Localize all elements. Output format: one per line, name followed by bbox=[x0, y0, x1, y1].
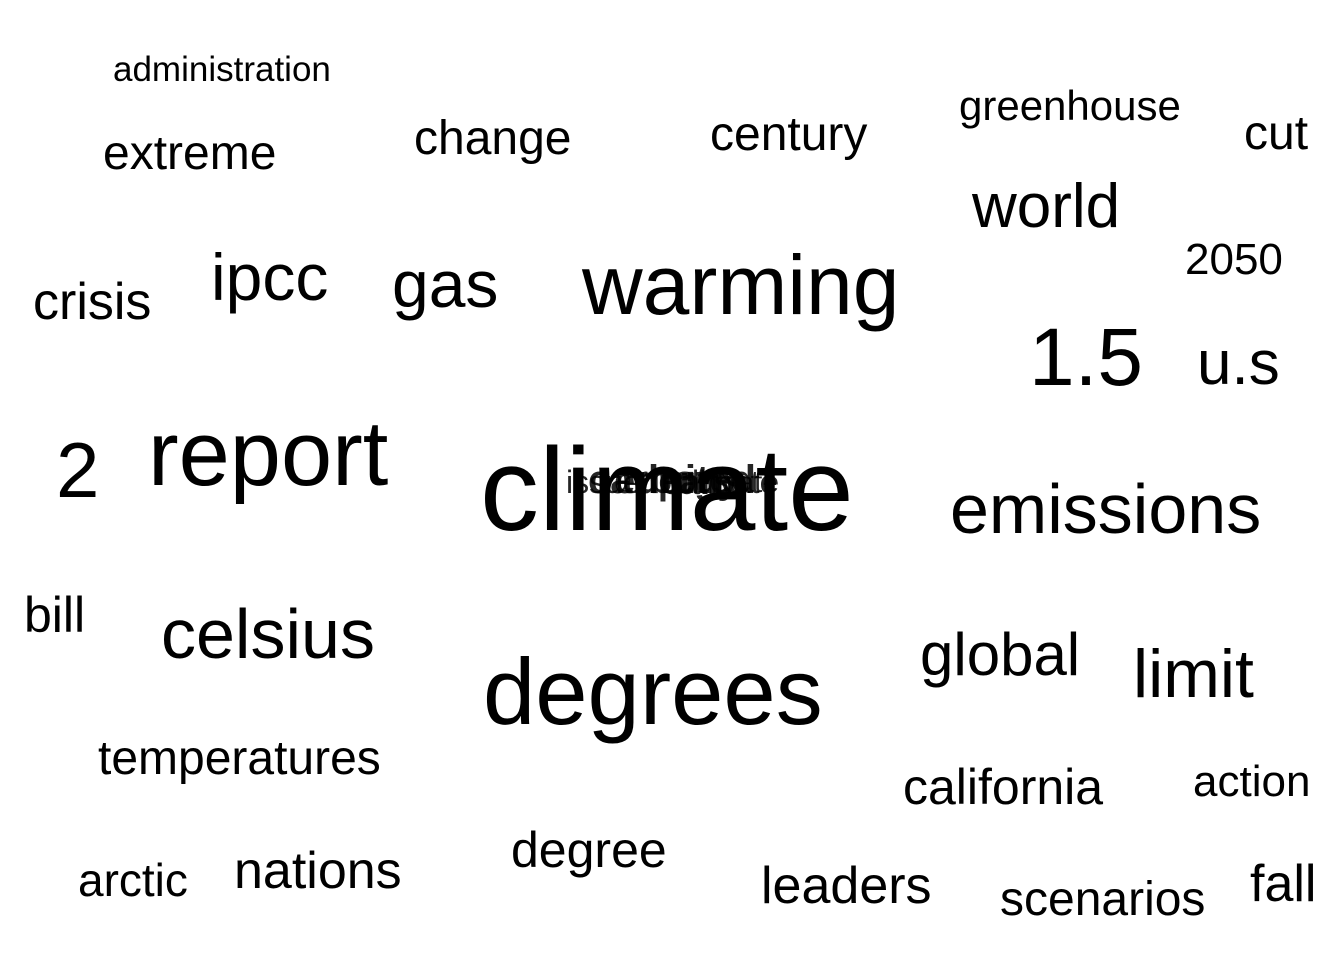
word-2050: 2050 bbox=[1185, 235, 1283, 284]
word-1.5: 1.5 bbox=[1029, 312, 1143, 403]
word-california: california bbox=[903, 759, 1104, 815]
word-century: century bbox=[710, 108, 868, 161]
word-climate: climate bbox=[480, 424, 854, 556]
word-scenarios: scenarios bbox=[1000, 873, 1206, 926]
word-warming: warming bbox=[582, 238, 900, 332]
cluster-word-united: united bbox=[636, 458, 756, 502]
word-u.s: u.s bbox=[1197, 329, 1280, 398]
word-ipcc: ipcc bbox=[211, 240, 329, 314]
word-global: global bbox=[920, 621, 1081, 688]
cluster-word-paris: paris bbox=[658, 461, 745, 502]
word-celsius: celsius bbox=[161, 595, 375, 673]
word-greenhouse: greenhouse bbox=[959, 82, 1181, 129]
word-gas: gas bbox=[392, 247, 499, 321]
word-cut: cut bbox=[1244, 107, 1309, 160]
cluster-word-climate: climate bbox=[676, 464, 778, 500]
word-arctic: arctic bbox=[78, 854, 188, 906]
word-action: action bbox=[1193, 757, 1311, 806]
word-world: world bbox=[972, 172, 1121, 241]
word-crisis: crisis bbox=[33, 273, 152, 331]
word-extreme: extreme bbox=[103, 127, 277, 180]
word-2: 2 bbox=[56, 426, 100, 514]
cluster-word-energy: energy bbox=[614, 460, 739, 502]
word-fall: fall bbox=[1250, 855, 1317, 913]
word-report: report bbox=[148, 403, 389, 505]
word-nations: nations bbox=[234, 842, 402, 900]
word-degree: degree bbox=[511, 822, 667, 878]
word-limit: limit bbox=[1133, 636, 1254, 712]
word-emissions: emissions bbox=[950, 470, 1262, 548]
word-administration: administration bbox=[113, 50, 331, 89]
word-bill: bill bbox=[24, 587, 86, 643]
word-change: change bbox=[414, 112, 572, 165]
cluster-word-issue: issue bbox=[566, 464, 641, 500]
overlapping-word-cluster: issue carbon energy united paris climate… bbox=[566, 456, 786, 506]
word-temperatures: temperatures bbox=[98, 732, 381, 785]
cluster-word-carbon: carbon bbox=[588, 458, 722, 502]
word-degrees: degrees bbox=[483, 639, 823, 744]
word-leaders: leaders bbox=[761, 857, 932, 915]
cluster-word-state: state bbox=[714, 466, 780, 499]
